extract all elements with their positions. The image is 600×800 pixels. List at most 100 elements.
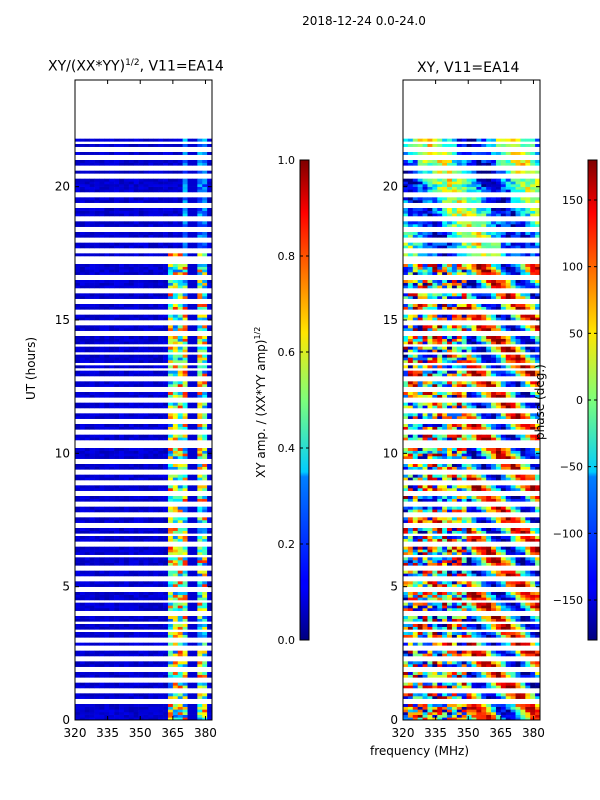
left-heatmap-cell [182, 405, 188, 409]
left-heatmap-cell [177, 266, 183, 270]
right-heatmap-cell [535, 717, 541, 721]
left-heatmap-cell [158, 517, 164, 521]
left-heatmap-cell [177, 560, 183, 563]
left-heatmap-cell [94, 210, 100, 214]
left-heatmap-cell [177, 474, 183, 478]
right-heatmap-cell [456, 696, 463, 699]
left-heatmap-cell [172, 706, 179, 710]
left-heatmap-cell [172, 266, 179, 270]
right-heatmap-cell [481, 536, 487, 539]
left-heatmap-cell [207, 253, 213, 257]
right-heatmap-cell [530, 453, 536, 457]
left-heatmap-cell [182, 528, 188, 531]
left-heatmap-cell [109, 562, 115, 566]
left-heatmap-cell [207, 546, 213, 550]
right-heatmap-cell [412, 674, 418, 678]
left-heatmap-cell [192, 664, 198, 667]
right-heatmap-cell [437, 562, 443, 566]
left-heatmap-cell [138, 213, 144, 217]
left-heatmap-cell [89, 661, 95, 665]
right-heatmap-cell [491, 546, 497, 550]
left-heatmap-cell [182, 325, 188, 329]
left-heatmap-cell [79, 581, 86, 585]
right-heatmap-cell [515, 557, 521, 561]
left-heatmap-cell [182, 538, 188, 542]
right-heatmap-cell [442, 626, 448, 630]
right-heatmap-cell [417, 650, 423, 654]
left-heatmap-cell [84, 624, 90, 627]
left-heatmap-cell [197, 424, 203, 427]
left-heatmap-cell [133, 682, 139, 686]
right-heatmap-cell [500, 672, 507, 675]
left-heatmap-cell [148, 517, 154, 521]
right-heatmap-cell [456, 466, 463, 470]
left-heatmap-cell [89, 506, 95, 510]
left-heatmap-cell [109, 712, 115, 715]
left-heatmap-cell [202, 584, 208, 587]
right-heatmap-cell [530, 616, 536, 619]
right-heatmap-cell [427, 584, 433, 587]
left-heatmap-cell [119, 160, 125, 163]
left-heatmap-cell [182, 266, 188, 270]
left-heatmap-cell [167, 549, 174, 553]
left-heatmap-cell [128, 624, 135, 627]
left-heatmap-cell [143, 496, 149, 499]
left-heatmap-cell [109, 365, 115, 369]
left-heatmap-cell [119, 437, 125, 441]
left-heatmap-cell [84, 632, 90, 635]
right-heatmap-cell [422, 485, 428, 489]
left-heatmap-cell [177, 304, 183, 307]
right-heatmap-cell [530, 552, 536, 555]
left-heatmap-cell [207, 245, 213, 249]
right-heatmap-cell [495, 594, 502, 598]
left-heatmap-cell [94, 170, 100, 174]
right-heatmap-cell [505, 536, 511, 539]
left-heatmap-cell [84, 144, 90, 147]
right-heatmap-cell [432, 517, 438, 521]
left-heatmap-cell [133, 557, 139, 561]
left-heatmap-cell [163, 370, 169, 374]
right-heatmap-cell [407, 661, 414, 665]
left-heatmap-cell [172, 474, 179, 478]
right-heatmap-cell [466, 509, 472, 513]
left-heatmap-cell [197, 498, 203, 502]
left-heatmap-cell [79, 170, 86, 174]
right-heatmap-cell [530, 456, 536, 459]
right-heatmap-cell [476, 562, 482, 566]
right-heatmap-cell [422, 466, 428, 470]
left-heatmap-cell [167, 634, 174, 638]
left-heatmap-cell [192, 536, 198, 539]
right-heatmap-cell [456, 616, 463, 619]
left-heatmap-cell [138, 245, 144, 249]
left-heatmap-cell [133, 370, 139, 374]
right-heatmap-cell [403, 485, 409, 489]
left-heatmap-cell [128, 221, 135, 225]
left-heatmap-cell [109, 624, 115, 627]
left-heatmap-cell [187, 234, 193, 238]
left-heatmap-cell [128, 200, 135, 203]
right-heatmap-cell [466, 584, 472, 587]
left-heatmap-cell [207, 413, 213, 417]
left-heatmap-cell [163, 210, 169, 214]
left-heatmap-cell [128, 618, 135, 622]
left-heatmap-cell [202, 304, 208, 307]
left-heatmap-cell [99, 210, 105, 214]
left-heatmap-cell [187, 488, 193, 491]
right-heatmap-cell [481, 594, 487, 598]
right-heatmap-cell [520, 488, 526, 491]
left-heatmap-cell [148, 365, 154, 369]
right-heatmap-cell [510, 594, 516, 598]
left-heatmap-cell [94, 674, 100, 678]
right-heatmap-cell [422, 496, 428, 499]
right-heatmap-cell [427, 685, 433, 689]
left-heatmap-cell [153, 664, 159, 667]
left-heatmap-cell [172, 509, 179, 513]
right-heatmap-cell [495, 509, 502, 513]
right-heatmap-cell [510, 653, 516, 657]
right-heatmap-cell [515, 549, 521, 553]
left-heatmap-cell [192, 392, 198, 395]
left-heatmap-cell [177, 328, 183, 331]
left-heatmap-cell [75, 280, 81, 283]
right-heatmap-cell [535, 608, 541, 611]
right-heatmap-cell [422, 570, 428, 574]
